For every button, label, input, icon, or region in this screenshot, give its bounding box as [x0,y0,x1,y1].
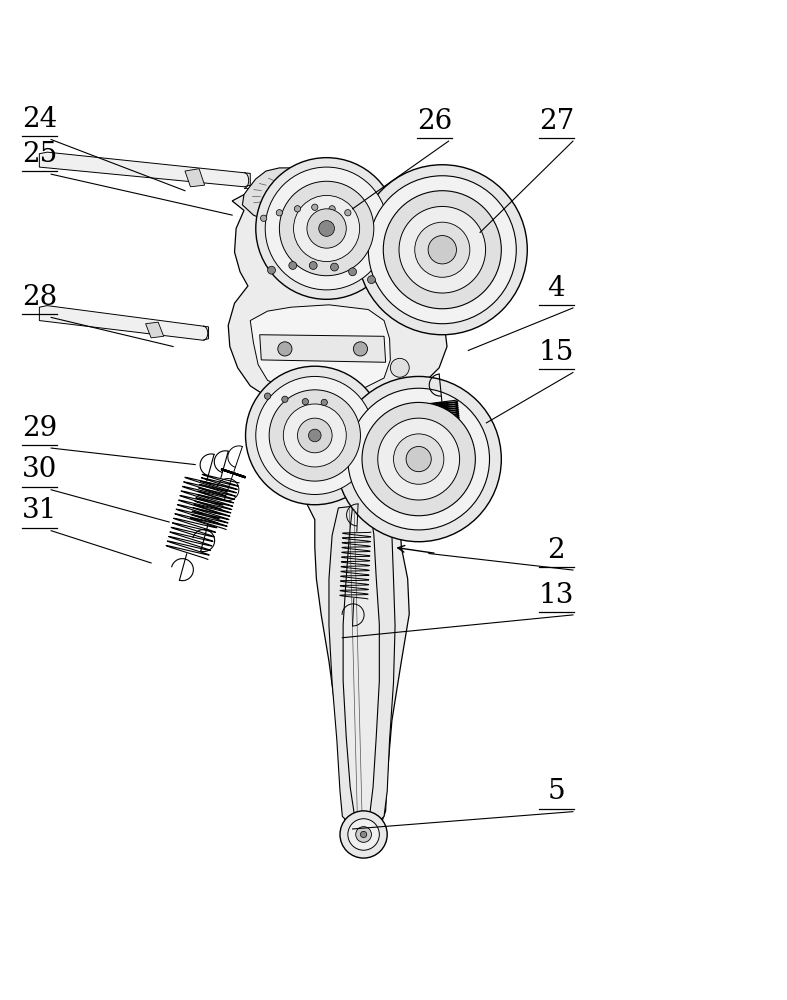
Circle shape [383,191,501,309]
Circle shape [297,418,332,453]
Text: 29: 29 [22,415,57,442]
Circle shape [309,429,321,442]
Circle shape [415,222,470,277]
Circle shape [336,376,501,542]
Polygon shape [242,168,358,225]
Circle shape [282,396,288,402]
Circle shape [283,404,346,467]
Circle shape [260,215,267,221]
Circle shape [356,827,371,842]
Circle shape [289,262,297,269]
Circle shape [278,342,292,356]
Circle shape [321,399,327,406]
Circle shape [307,209,346,248]
Text: 31: 31 [22,497,57,524]
Circle shape [357,165,527,335]
Circle shape [348,388,490,530]
Circle shape [331,263,338,271]
Circle shape [302,398,309,405]
Circle shape [353,342,368,356]
Circle shape [345,210,351,216]
Circle shape [265,167,388,290]
Circle shape [428,236,456,264]
Circle shape [294,195,360,262]
Polygon shape [260,335,386,362]
Polygon shape [250,305,390,391]
Circle shape [256,158,397,299]
Circle shape [368,176,516,324]
Text: 13: 13 [539,582,574,609]
Text: 25: 25 [22,141,57,168]
Text: 15: 15 [539,339,574,366]
Circle shape [319,221,334,236]
Circle shape [348,819,379,850]
Circle shape [406,446,431,472]
Text: 24: 24 [22,106,57,133]
Text: 2: 2 [548,537,565,564]
Circle shape [360,831,367,838]
Circle shape [264,393,271,399]
Polygon shape [185,169,205,187]
Circle shape [256,376,374,494]
Circle shape [312,204,318,210]
Circle shape [269,390,360,481]
Circle shape [268,266,275,274]
Polygon shape [146,322,164,338]
Text: 28: 28 [22,284,57,311]
Circle shape [390,358,409,377]
Circle shape [246,366,384,505]
Text: 5: 5 [548,778,565,805]
Circle shape [349,268,357,276]
Polygon shape [39,306,209,340]
Circle shape [294,206,301,212]
Circle shape [340,811,387,858]
Text: 30: 30 [22,456,57,483]
Polygon shape [228,191,455,840]
Text: 27: 27 [539,108,574,135]
Polygon shape [368,508,395,827]
Text: 4: 4 [548,275,565,302]
Circle shape [329,206,335,212]
Text: 26: 26 [417,108,452,135]
Polygon shape [39,152,250,187]
Polygon shape [329,506,357,827]
Circle shape [309,262,317,269]
Circle shape [378,418,460,500]
Circle shape [276,210,283,216]
Circle shape [368,276,375,284]
Circle shape [394,434,444,484]
Circle shape [399,206,486,293]
Circle shape [279,181,374,276]
Circle shape [362,402,475,516]
